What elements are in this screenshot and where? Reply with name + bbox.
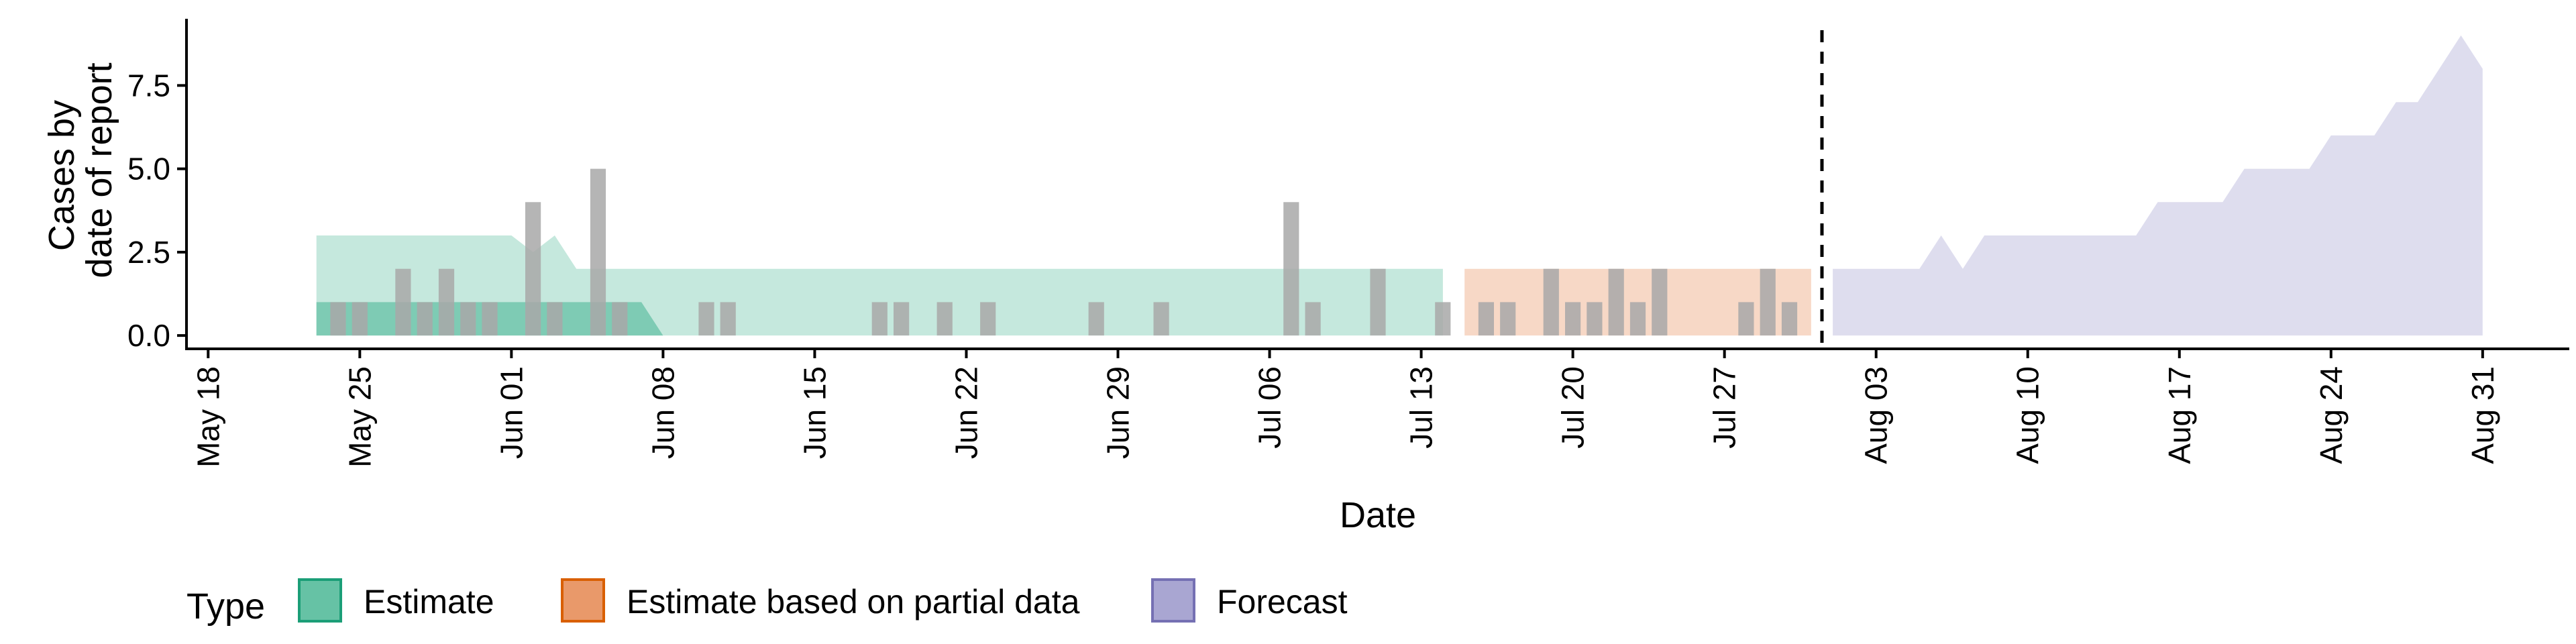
y-tick-label: 7.5: [127, 68, 170, 103]
case-bar: [1781, 302, 1798, 336]
x-tick-label: Jun 01: [494, 366, 529, 459]
legend-swatch-2: [1151, 578, 1195, 623]
case-bar: [1305, 302, 1321, 336]
case-bar: [980, 302, 996, 336]
case-bar: [1435, 302, 1451, 336]
case-bar: [1760, 268, 1776, 336]
case-bar: [417, 302, 433, 336]
x-tick-label: Aug 03: [1859, 366, 1894, 464]
y-axis-title-line-2: date of report: [79, 62, 119, 278]
x-tick-label: Jun 15: [797, 366, 832, 459]
x-tick-label: Jul 27: [1707, 366, 1742, 449]
case-bar: [1478, 302, 1494, 336]
case-bar: [330, 302, 346, 336]
ribbon-outer-2: [1833, 35, 2483, 336]
legend-title: Type: [186, 586, 265, 627]
case-bar: [1543, 268, 1559, 336]
case-bar: [1088, 302, 1104, 336]
x-tick-label: Aug 24: [2314, 366, 2349, 464]
case-bar: [1565, 302, 1581, 336]
case-bar: [395, 268, 411, 336]
x-axis-ticks: May 18 May 25 Jun 01 Jun 08 Jun 15 Jun 22 Jun …: [191, 349, 2500, 468]
case-bar: [1652, 268, 1668, 336]
case-bar: [1153, 302, 1169, 336]
x-tick-label: Aug 31: [2465, 366, 2500, 464]
case-bar: [871, 302, 888, 336]
case-bar: [1370, 268, 1386, 336]
case-bar: [482, 302, 498, 336]
legend-swatch-1: [561, 578, 605, 623]
y-tick-label: 5.0: [127, 152, 170, 186]
case-bar: [1738, 302, 1754, 336]
x-tick-label: Jun 22: [949, 366, 984, 459]
case-bar: [612, 302, 628, 336]
case-bar: [525, 202, 541, 336]
y-tick-label: 2.5: [127, 235, 170, 270]
case-bar: [460, 302, 476, 336]
legend-label-0: Estimate: [364, 583, 494, 621]
legend: Type Estimate Estimate based on partial d…: [186, 578, 1348, 627]
case-bar: [1629, 302, 1646, 336]
y-axis-title: Cases by date of report: [42, 62, 119, 278]
y-axis-ticks: 0.0 2.5 5.0 7.5: [127, 68, 186, 353]
legend-swatch-0: [298, 578, 342, 623]
case-bar: [720, 302, 736, 336]
case-bar: [1587, 302, 1603, 336]
x-axis-title: Date: [1340, 495, 1416, 535]
case-bar: [1500, 302, 1516, 336]
x-tick-label: Jun 08: [645, 366, 680, 459]
case-bar: [1608, 268, 1624, 336]
x-tick-label: Aug 17: [2162, 366, 2197, 464]
x-tick-label: Jul 13: [1404, 366, 1439, 449]
y-axis-title-line-1: Cases by: [42, 100, 82, 251]
case-bar: [1283, 202, 1299, 336]
x-tick-label: Jul 06: [1252, 366, 1287, 449]
estimate-ribbons: [316, 35, 2483, 336]
case-bar: [894, 302, 910, 336]
x-tick-label: May 18: [191, 366, 225, 468]
x-tick-label: May 25: [342, 366, 377, 468]
x-tick-label: Jun 29: [1101, 366, 1136, 459]
axes: [185, 19, 2569, 350]
legend-label-1: Estimate based on partial data: [627, 583, 1080, 621]
case-bar: [438, 268, 455, 336]
y-tick-label: 0.0: [127, 318, 170, 353]
case-bar: [547, 302, 563, 336]
x-tick-label: Aug 10: [2010, 366, 2045, 464]
case-bar: [936, 302, 953, 336]
case-bar: [352, 302, 368, 336]
reported-case-bars: [330, 168, 1798, 336]
legend-label-2: Forecast: [1217, 583, 1348, 621]
case-bar: [698, 302, 714, 336]
x-tick-label: Jul 20: [1556, 366, 1591, 449]
case-bar: [590, 168, 606, 336]
